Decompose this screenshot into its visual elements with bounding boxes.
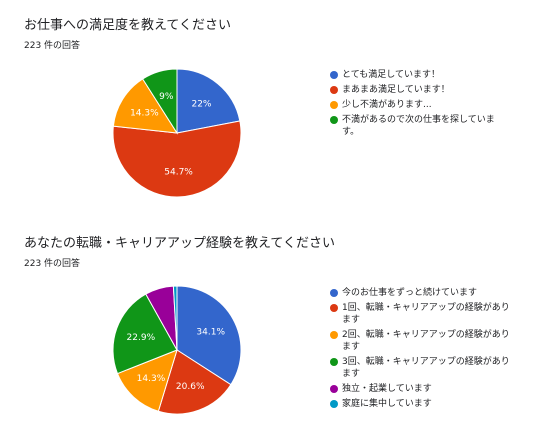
legend-item[interactable]: まあまあ満足しています！ (330, 84, 510, 96)
legend-label: 不満があるので次の仕事を探しています。 (342, 115, 495, 137)
slice-value-label: 22.9% (127, 333, 156, 343)
pie-slice-1[interactable] (157, 349, 232, 415)
legend-label: とても満足しています！ (342, 70, 441, 80)
legend-item[interactable]: 家庭に集中しています (330, 398, 510, 410)
legend-swatch-icon (330, 86, 338, 94)
legend-item[interactable]: 3回、転職・キャリアアップの経験があります (330, 356, 510, 380)
legend-item[interactable]: とても満足しています！ (330, 69, 510, 81)
legend-swatch-icon (330, 400, 338, 408)
legend-swatch-icon (330, 385, 338, 393)
legend-label: 独立・起業しています (342, 384, 432, 394)
legend-item[interactable]: 1回、転職・キャリアアップの経験があります (330, 302, 510, 326)
satisfaction-chart-panel: お仕事への満足度を教えてください 223 件の回答 22% 54.7% 14.3% 9… (24, 18, 510, 198)
legend-label: 1回、転職・キャリアアップの経験があります (342, 303, 510, 325)
legend-swatch-icon (330, 116, 338, 124)
pie-slice-2[interactable] (112, 78, 178, 134)
slice-value-label: 14.3% (137, 374, 166, 384)
career-chart-panel: あなたの転職・キャリアアップ経験を教えてください 223 件の回答 34.1% 2… (0, 218, 536, 435)
legend-swatch-icon (330, 304, 338, 312)
legend-label: 3回、転職・キャリアアップの経験があります (342, 357, 510, 379)
legend-swatch-icon (330, 71, 338, 79)
chart-title: お仕事への満足度を教えてください (24, 18, 231, 33)
legend-swatch-icon (330, 289, 338, 297)
legend-swatch-icon (330, 358, 338, 366)
slice-value-label: 20.6% (176, 382, 205, 392)
slice-value-label: 54.7% (164, 167, 193, 177)
legend-item[interactable]: 今のお仕事をずっと続けています (330, 287, 510, 299)
legend-item[interactable]: 少し不満があります... (330, 99, 510, 111)
slice-value-label: 34.1% (196, 328, 225, 338)
legend-label: 2回、転職・キャリアアップの経験があります (342, 330, 510, 352)
chart-title: あなたの転職・キャリアアップ経験を教えてください (24, 236, 335, 251)
legend-label: 今のお仕事をずっと続けています (342, 288, 478, 298)
pie-slice-5[interactable] (172, 285, 178, 351)
legend: 今のお仕事をずっと続けています 1回、転職・キャリアアップの経験があります 2回、転… (330, 287, 510, 413)
pie-slice-3[interactable] (112, 293, 178, 375)
slice-value-label: 14.3% (130, 109, 159, 119)
legend-item[interactable]: 不満があるので次の仕事を探しています。 (330, 114, 510, 138)
legend-item[interactable]: 2回、転職・キャリアアップの経験があります (330, 329, 510, 353)
legend-label: まあまあ満足しています！ (342, 85, 450, 95)
satisfaction-pie-chart: 22% 54.7% 14.3%9% (112, 68, 242, 198)
legend-swatch-icon (330, 101, 338, 109)
response-count: 223 件の回答 (24, 41, 81, 51)
career-pie-chart: 34.1% 20.6% 14.3% 22.9% (112, 285, 242, 415)
pie-slice-0[interactable] (176, 68, 241, 134)
pie-slice-3[interactable] (142, 68, 178, 135)
slice-value-label: 9% (159, 92, 174, 102)
legend-item[interactable]: 独立・起業しています (330, 383, 510, 395)
slice-value-label: 22% (191, 99, 211, 109)
pie-slice-2[interactable] (116, 349, 178, 412)
legend-label: 家庭に集中しています (342, 399, 432, 409)
legend-label: 少し不満があります... (342, 100, 432, 110)
legend: とても満足しています！ まあまあ満足しています！ 少し不満があります... 不満がある… (330, 69, 510, 141)
legend-swatch-icon (330, 331, 338, 339)
pie-slice-1[interactable] (112, 120, 242, 198)
response-count: 223 件の回答 (24, 259, 81, 269)
